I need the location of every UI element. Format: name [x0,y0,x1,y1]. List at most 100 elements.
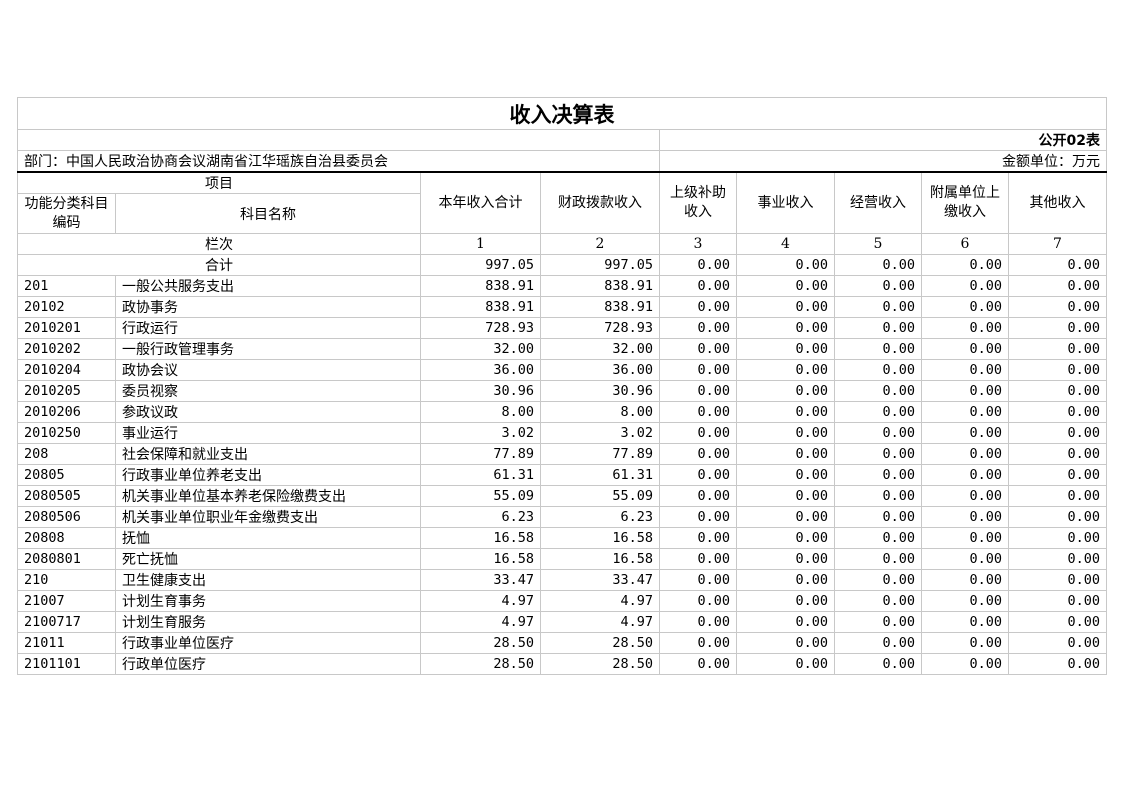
subject-code: 2010250 [17,422,116,444]
amount-cell: 0.00 [834,590,922,612]
amount-cell: 0.00 [736,401,835,423]
amount-cell: 3.02 [420,422,541,444]
amount-cell: 0.00 [921,632,1009,654]
subject-code: 2010206 [17,401,116,423]
amount-cell: 36.00 [420,359,541,381]
amount-cell: 0.00 [1007,359,1108,381]
department: 部门：中国人民政治协商会议湖南省江华瑶族自治县委员会 [17,150,660,173]
subject-code: 21007 [17,590,116,612]
amount-cell: 0.00 [1007,422,1108,444]
amount-cell: 77.89 [540,443,660,465]
table-row: 20102 政协事务 838.91 838.91 0.00 0.00 0.00 0.00 0.0… [17,296,1108,318]
subject-code: 2010202 [17,338,116,360]
total-value: 997.05 [420,254,541,276]
amount-cell: 28.50 [540,632,660,654]
subject-code: 2080801 [17,548,116,570]
amount-cell: 0.00 [736,632,835,654]
total-value: 0.00 [1007,254,1108,276]
column-index: 7 [1007,233,1108,255]
amount-cell: 0.00 [659,443,737,465]
table-row: 2010201 行政运行 728.93 728.93 0.00 0.00 0.00 0.00 0… [17,317,1108,339]
amount-cell: 16.58 [420,527,541,549]
amount-cell: 0.00 [659,611,737,633]
amount-cell: 0.00 [1007,548,1108,570]
subject-name: 委员视察 [115,380,421,402]
amount-cell: 16.58 [420,548,541,570]
header-code: 功能分类科目编码 [17,193,116,234]
amount-cell: 0.00 [921,401,1009,423]
amount-cell: 0.00 [834,569,922,591]
total-value: 0.00 [921,254,1009,276]
amount-cell: 0.00 [921,380,1009,402]
amount-cell: 0.00 [659,359,737,381]
amount-cell: 55.09 [540,485,660,507]
table-row: 2080505 机关事业单位基本养老保险缴费支出 55.09 55.09 0.00 0.0… [17,485,1108,507]
amount-cell: 0.00 [659,506,737,528]
amount-cell: 0.00 [921,485,1009,507]
table-row: 20808 抚恤 16.58 16.58 0.00 0.00 0.00 0.00 0.00 [17,527,1108,549]
subject-code: 201 [17,275,116,297]
table-row: 210 卫生健康支出 33.47 33.47 0.00 0.00 0.00 0.00 0.00 [17,569,1108,591]
amount-cell: 0.00 [1007,527,1108,549]
amount-cell: 0.00 [834,653,922,675]
subject-name: 行政运行 [115,317,421,339]
subject-code: 2080505 [17,485,116,507]
amount-cell: 0.00 [736,422,835,444]
subject-code: 2100717 [17,611,116,633]
amount-cell: 0.00 [1007,401,1108,423]
amount-cell: 0.00 [736,359,835,381]
table-row: 21011 行政事业单位医疗 28.50 28.50 0.00 0.00 0.00 0.00 0… [17,632,1108,654]
amount-cell: 0.00 [921,548,1009,570]
amount-cell: 28.50 [420,632,541,654]
amount-cell: 32.00 [540,338,660,360]
amount-cell: 28.50 [420,653,541,675]
amount-cell: 0.00 [736,443,835,465]
amount-cell: 0.00 [736,275,835,297]
amount-cell: 0.00 [659,569,737,591]
amount-cell: 55.09 [420,485,541,507]
amount-cell: 0.00 [736,380,835,402]
amount-cell: 838.91 [540,275,660,297]
amount-cell: 0.00 [834,527,922,549]
amount-cell: 0.00 [736,548,835,570]
amount-cell: 0.00 [1007,611,1108,633]
amount-cell: 0.00 [834,632,922,654]
table-row: 208 社会保障和就业支出 77.89 77.89 0.00 0.00 0.00 0.00 0.… [17,443,1108,465]
amount-cell: 0.00 [834,611,922,633]
subject-name: 机关事业单位基本养老保险缴费支出 [115,485,421,507]
subject-code: 2010201 [17,317,116,339]
amount-cell: 0.00 [736,296,835,318]
amount-cell: 0.00 [1007,380,1108,402]
amount-cell: 0.00 [921,443,1009,465]
subject-code: 2010205 [17,380,116,402]
amount-cell: 30.96 [540,380,660,402]
amount-cell: 0.00 [834,464,922,486]
amount-cell: 4.97 [420,590,541,612]
amount-cell: 0.00 [659,632,737,654]
page-title: 收入决算表 [16,97,1108,130]
column-index: 5 [834,233,922,255]
total-value: 0.00 [834,254,922,276]
amount-cell: 838.91 [420,275,541,297]
amount-cell: 0.00 [834,296,922,318]
amount-cell: 0.00 [736,485,835,507]
table-row: 2100717 计划生育服务 4.97 4.97 0.00 0.00 0.00 0.00 0.0… [17,611,1108,633]
amount-cell: 0.00 [1007,443,1108,465]
table-row: 2101101 行政单位医疗 28.50 28.50 0.00 0.00 0.00 0.00 0… [17,653,1108,675]
table-row: 2010206 参政议政 8.00 8.00 0.00 0.00 0.00 0.00 0.00 [17,401,1108,423]
subject-code: 20808 [17,527,116,549]
amount-cell: 0.00 [736,506,835,528]
amount-cell: 0.00 [834,338,922,360]
header-name: 科目名称 [115,193,421,234]
amount-cell: 0.00 [1007,653,1108,675]
amount-cell: 838.91 [420,296,541,318]
amount-cell: 0.00 [834,443,922,465]
amount-cell: 0.00 [1007,296,1108,318]
amount-cell: 0.00 [1007,485,1108,507]
amount-cell: 0.00 [921,611,1009,633]
amount-cell: 0.00 [834,275,922,297]
amount-cell: 6.23 [540,506,660,528]
header-col-6: 附属单位上缴收入 [921,171,1009,234]
subject-name: 行政事业单位医疗 [115,632,421,654]
amount-cell: 0.00 [659,422,737,444]
